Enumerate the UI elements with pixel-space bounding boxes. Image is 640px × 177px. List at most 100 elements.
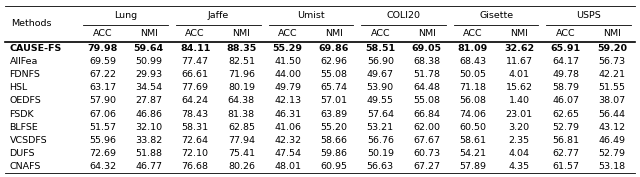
Text: 77.69: 77.69 (182, 83, 209, 92)
Text: Methods: Methods (11, 19, 51, 28)
Text: 64.32: 64.32 (89, 162, 116, 171)
Text: 56.76: 56.76 (367, 136, 394, 145)
Text: 23.01: 23.01 (506, 110, 533, 119)
Text: 49.79: 49.79 (274, 83, 301, 92)
Text: 41.50: 41.50 (274, 57, 301, 66)
Text: 46.07: 46.07 (552, 96, 579, 105)
Text: 47.54: 47.54 (274, 149, 301, 158)
Text: 60.50: 60.50 (460, 123, 486, 132)
Text: 52.79: 52.79 (598, 149, 625, 158)
Text: 62.00: 62.00 (413, 123, 440, 132)
Text: 79.98: 79.98 (87, 44, 118, 53)
Text: 82.51: 82.51 (228, 57, 255, 66)
Text: ACC: ACC (463, 29, 483, 38)
Text: 50.19: 50.19 (367, 149, 394, 158)
Text: 59.86: 59.86 (321, 149, 348, 158)
Text: ACC: ACC (371, 29, 390, 38)
Text: 51.57: 51.57 (89, 123, 116, 132)
Text: 68.43: 68.43 (460, 57, 486, 66)
Text: 58.79: 58.79 (552, 83, 579, 92)
Text: 55.96: 55.96 (89, 136, 116, 145)
Text: ACC: ACC (186, 29, 205, 38)
Text: 76.68: 76.68 (182, 162, 209, 171)
Text: 4.04: 4.04 (509, 149, 530, 158)
Text: 67.22: 67.22 (89, 70, 116, 79)
Text: 84.11: 84.11 (180, 44, 211, 53)
Text: 78.43: 78.43 (182, 110, 209, 119)
Text: 72.69: 72.69 (89, 149, 116, 158)
Text: 64.17: 64.17 (552, 57, 579, 66)
Text: 57.90: 57.90 (89, 96, 116, 105)
Text: NMI: NMI (325, 29, 343, 38)
Text: 42.21: 42.21 (598, 70, 625, 79)
Text: 4.01: 4.01 (509, 70, 530, 79)
Text: NMI: NMI (140, 29, 157, 38)
Text: 11.67: 11.67 (506, 57, 532, 66)
Text: 29.93: 29.93 (135, 70, 163, 79)
Text: 60.73: 60.73 (413, 149, 440, 158)
Text: 64.48: 64.48 (413, 83, 440, 92)
Text: 61.57: 61.57 (552, 162, 579, 171)
Text: CAUSE-FS: CAUSE-FS (10, 44, 61, 53)
Text: 77.94: 77.94 (228, 136, 255, 145)
Text: ACC: ACC (556, 29, 575, 38)
Text: 1.40: 1.40 (509, 96, 530, 105)
Text: 59.64: 59.64 (134, 44, 164, 53)
Text: 58.61: 58.61 (460, 136, 486, 145)
Text: COLI20: COLI20 (387, 11, 420, 20)
Text: 33.82: 33.82 (135, 136, 163, 145)
Text: 55.29: 55.29 (273, 44, 303, 53)
Text: AllFea: AllFea (10, 57, 38, 66)
Text: Jaffe: Jaffe (207, 11, 229, 20)
Text: 53.21: 53.21 (367, 123, 394, 132)
Text: 56.81: 56.81 (552, 136, 579, 145)
Text: 46.86: 46.86 (135, 110, 163, 119)
Text: 65.91: 65.91 (550, 44, 580, 53)
Text: 51.78: 51.78 (413, 70, 440, 79)
Text: 72.64: 72.64 (182, 136, 209, 145)
Text: 54.21: 54.21 (460, 149, 486, 158)
Text: 51.55: 51.55 (598, 83, 625, 92)
Text: 56.08: 56.08 (460, 96, 486, 105)
Text: HSL: HSL (10, 83, 28, 92)
Text: 48.01: 48.01 (274, 162, 301, 171)
Text: 56.44: 56.44 (598, 110, 625, 119)
Text: 67.27: 67.27 (413, 162, 440, 171)
Text: NMI: NMI (603, 29, 621, 38)
Text: 56.63: 56.63 (367, 162, 394, 171)
Text: 71.18: 71.18 (460, 83, 486, 92)
Text: 56.73: 56.73 (598, 57, 625, 66)
Text: FDNFS: FDNFS (10, 70, 40, 79)
Text: CNAFS: CNAFS (10, 162, 41, 171)
Text: ACC: ACC (278, 29, 298, 38)
Text: 51.88: 51.88 (135, 149, 163, 158)
Text: 44.00: 44.00 (274, 70, 301, 79)
Text: NMI: NMI (418, 29, 436, 38)
Text: 52.79: 52.79 (552, 123, 579, 132)
Text: 53.90: 53.90 (367, 83, 394, 92)
Text: 50.99: 50.99 (135, 57, 163, 66)
Text: 49.55: 49.55 (367, 96, 394, 105)
Text: 46.49: 46.49 (598, 136, 625, 145)
Text: 63.17: 63.17 (89, 83, 116, 92)
Text: FSDK: FSDK (10, 110, 34, 119)
Text: 77.47: 77.47 (182, 57, 209, 66)
Text: ACC: ACC (93, 29, 112, 38)
Text: 38.07: 38.07 (598, 96, 625, 105)
Text: BLFSE: BLFSE (10, 123, 38, 132)
Text: NMI: NMI (232, 29, 250, 38)
Text: 46.31: 46.31 (274, 110, 301, 119)
Text: 58.31: 58.31 (182, 123, 209, 132)
Text: 55.08: 55.08 (321, 70, 348, 79)
Text: 56.90: 56.90 (367, 57, 394, 66)
Text: 67.67: 67.67 (413, 136, 440, 145)
Text: 58.51: 58.51 (365, 44, 396, 53)
Text: Gisette: Gisette (479, 11, 513, 20)
Text: 74.06: 74.06 (460, 110, 486, 119)
Text: 62.77: 62.77 (552, 149, 579, 158)
Text: 49.67: 49.67 (367, 70, 394, 79)
Text: 75.41: 75.41 (228, 149, 255, 158)
Text: 64.38: 64.38 (228, 96, 255, 105)
Text: OEDFS: OEDFS (10, 96, 41, 105)
Text: 80.19: 80.19 (228, 83, 255, 92)
